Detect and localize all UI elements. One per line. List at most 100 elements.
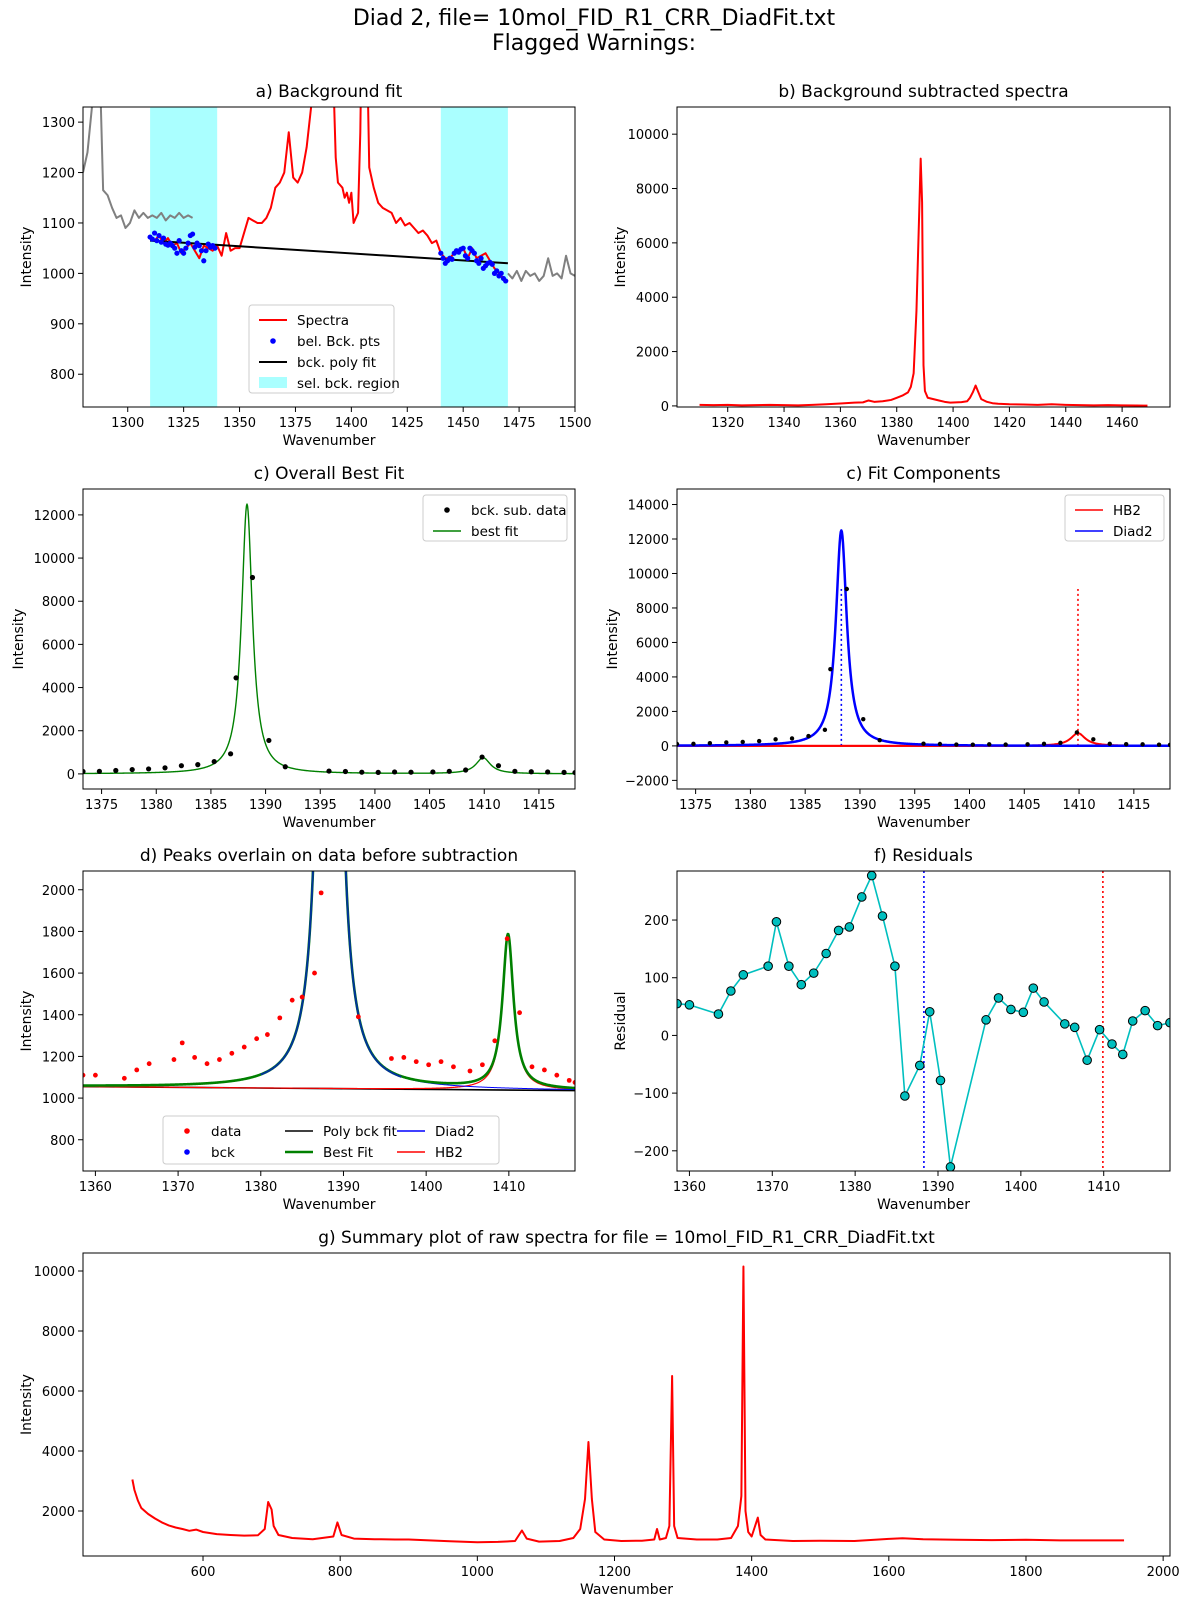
residual-point (1018, 1007, 1029, 1018)
plot-area-c2 (677, 529, 1170, 748)
data-point (134, 1067, 140, 1073)
x-tick-label: 1380 (734, 798, 767, 813)
y-tick-label: 12000 (34, 509, 75, 524)
x-tick-label: 1420 (993, 416, 1026, 431)
x-tick-label: 1380 (140, 798, 173, 813)
x-tick-label: 1400 (1004, 1180, 1037, 1195)
y-tick-label: 8000 (636, 602, 669, 617)
data-point (528, 769, 534, 775)
panel-c: c) Overall Best Fit Wavenumber Intensity 13… (11, 464, 576, 831)
y-axis-label: Intensity (11, 609, 27, 670)
chart-title: a) Background fit (256, 82, 403, 102)
data-point (806, 733, 811, 739)
background-point (149, 236, 155, 242)
x-axis-label: Wavenumber (877, 1197, 970, 1213)
data-point (162, 765, 168, 771)
data-point (249, 574, 256, 581)
background-point (176, 238, 182, 244)
x-tick-label: 1475 (503, 416, 536, 431)
y-tick-label: 4000 (42, 1445, 75, 1460)
y-tick-label: 2000 (42, 884, 75, 899)
y-tick-label: 1600 (42, 967, 75, 982)
x-tick-label: 1395 (898, 798, 931, 813)
y-axis-label: Intensity (19, 991, 35, 1052)
raw-summary-spectrum-line (131, 1265, 1125, 1544)
residual-point (808, 968, 819, 978)
data-point (512, 768, 518, 774)
background-point (489, 261, 495, 267)
background-point (158, 239, 164, 245)
data-point (1003, 742, 1008, 747)
figure-title-line1: Diad 2, file= 10mol_FID_R1_CRR_DiadFit.t… (352, 6, 836, 31)
x-tick-label: 1375 (85, 798, 118, 813)
background-point (465, 255, 471, 261)
legend-swatch (184, 1128, 190, 1134)
residual-point (900, 1091, 910, 1101)
data-point (756, 738, 762, 744)
data-point (277, 1015, 283, 1021)
background-point (460, 245, 466, 251)
data-point (228, 751, 234, 757)
y-tick-label: 4000 (636, 671, 669, 686)
x-tick-label: 1400 (410, 1180, 443, 1195)
data-point (773, 737, 778, 742)
residual-point (1094, 1024, 1105, 1035)
plot-area-f (677, 871, 1170, 1171)
data-point (572, 1080, 575, 1085)
residual-point (684, 1000, 695, 1010)
legend-box (422, 494, 568, 542)
x-tick-label: 1360 (824, 416, 857, 431)
legend-label: bel. Bck. pts (297, 334, 380, 350)
background-point (154, 238, 160, 244)
residual-point (784, 961, 794, 971)
residual-point (1140, 1005, 1150, 1016)
data-point (241, 1044, 247, 1050)
residual-point (821, 948, 831, 959)
data-point (707, 740, 713, 746)
legend-box (1064, 494, 1165, 542)
data-point (861, 716, 866, 722)
residual-point (945, 1162, 956, 1171)
background-point (476, 260, 482, 266)
y-tick-label: 800 (50, 368, 75, 383)
legend-swatch (259, 377, 287, 388)
residual-point (877, 911, 888, 921)
legend-label: Diad2 (1113, 524, 1153, 540)
y-axis-label: Intensity (19, 227, 35, 288)
panel-g: g) Summary plot of raw spectra for file … (19, 1228, 1180, 1598)
y-tick-label: 1200 (42, 167, 75, 182)
residual-point (1069, 1022, 1080, 1033)
y-tick-label: 14000 (628, 499, 669, 514)
y-tick-label: −100 (633, 1087, 669, 1102)
x-tick-label: 1325 (167, 416, 200, 431)
y-tick-label: 4000 (42, 682, 75, 697)
data-point (566, 1077, 572, 1083)
background-point (201, 258, 207, 264)
data-point (254, 1036, 260, 1042)
data-point (408, 769, 414, 775)
x-tick-label: 1350 (223, 416, 256, 431)
data-point (529, 1064, 535, 1070)
raw-spectrum-line (507, 254, 575, 282)
data-point (1156, 742, 1162, 747)
chart-title: d) Peaks overlain on data before subtrac… (140, 846, 518, 866)
data-point (740, 739, 745, 745)
x-tick-label: 1405 (413, 798, 446, 813)
x-tick-label: 1410 (1087, 1180, 1120, 1195)
y-tick-label: 800 (50, 1134, 75, 1149)
legend: bck. sub. data best fit (422, 494, 568, 542)
legend-label: Poly bck fit (323, 1124, 397, 1140)
data-point (355, 1014, 361, 1020)
residual-point (981, 1015, 991, 1025)
y-tick-label: 6000 (42, 638, 75, 653)
background-point (192, 244, 198, 250)
data-point (554, 1072, 560, 1078)
data-point (312, 970, 317, 976)
y-tick-label: 6000 (636, 237, 669, 252)
data-point (954, 742, 959, 747)
x-tick-label: 1410 (1063, 798, 1096, 813)
data-point (229, 1050, 235, 1056)
legend: HB2 Diad2 (1064, 494, 1165, 542)
legend-box (248, 304, 395, 394)
